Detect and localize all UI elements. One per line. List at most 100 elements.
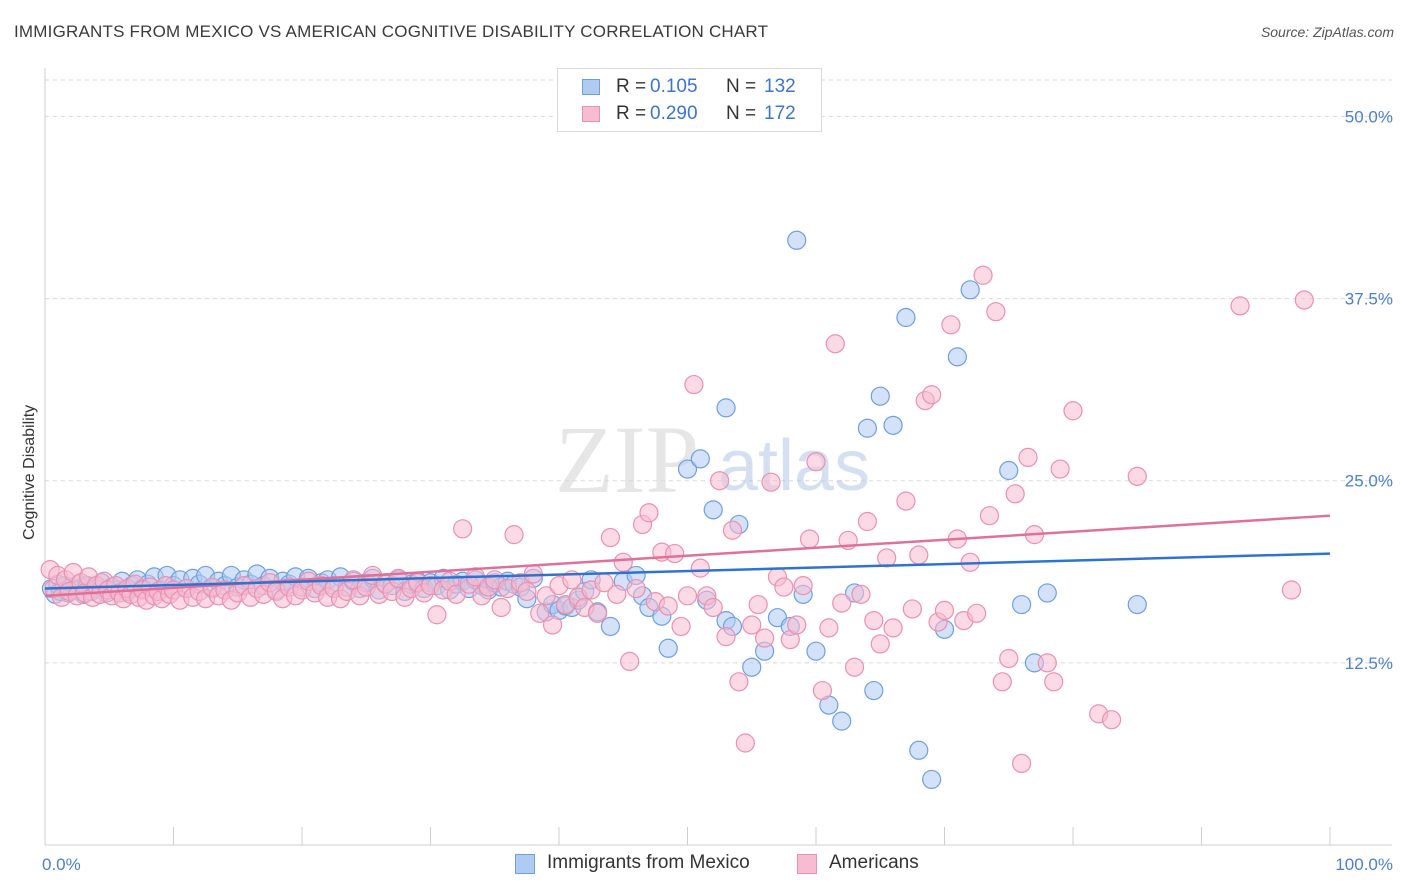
chart-title: IMMIGRANTS FROM MEXICO VS AMERICAN COGNI…: [14, 22, 769, 41]
data-point: [819, 618, 839, 638]
watermark-atlas: atlas: [718, 426, 870, 506]
data-point: [870, 634, 890, 654]
bottom-legend-label-mexico: Immigrants from Mexico: [547, 852, 750, 873]
data-point: [600, 527, 621, 548]
data-point: [1044, 672, 1064, 692]
data-point: [671, 616, 691, 637]
y-tick-label: 37.5%: [1345, 290, 1393, 309]
data-point: [703, 500, 723, 520]
data-point: [960, 280, 980, 300]
data-point: [864, 680, 884, 701]
data-point: [703, 597, 723, 618]
data-point: [742, 657, 762, 677]
data-point: [999, 460, 1019, 481]
y-tick-label: 25.0%: [1345, 472, 1393, 491]
data-point: [806, 641, 826, 661]
legend: R = 0.105 N = 132 R = 0.290 N = 172: [557, 68, 822, 132]
data-point: [877, 548, 897, 568]
legend-r-value: 0.105: [650, 76, 698, 97]
x-tick-label: 100.0%: [1335, 855, 1393, 874]
data-point: [729, 672, 749, 692]
data-point: [1018, 447, 1038, 467]
data-point: [1011, 594, 1032, 615]
data-point: [896, 307, 916, 328]
data-point: [1127, 466, 1147, 486]
data-point: [722, 520, 743, 540]
legend-swatch-pink: [582, 106, 600, 122]
data-point: [793, 576, 813, 596]
data-point: [665, 543, 685, 564]
data-point: [832, 711, 852, 731]
data-point: [934, 600, 955, 621]
data-point: [896, 491, 916, 511]
data-point: [530, 603, 550, 623]
data-point: [992, 672, 1012, 692]
data-point: [922, 769, 942, 790]
legend-n-label: N =: [726, 76, 757, 97]
data-point: [587, 603, 608, 623]
data-point: [883, 415, 903, 435]
data-point: [870, 386, 890, 406]
data-point: [453, 519, 473, 539]
data-point: [446, 584, 466, 604]
data-point: [658, 596, 678, 616]
data-point: [941, 315, 961, 335]
data-point: [986, 302, 1006, 322]
data-point: [742, 615, 762, 635]
data-point: [658, 638, 678, 658]
data-point: [967, 603, 987, 623]
data-point: [536, 586, 556, 606]
data-point: [716, 398, 736, 418]
data-point: [620, 651, 640, 672]
data-point: [677, 459, 698, 479]
x-tick-label: 0.0%: [42, 855, 81, 874]
data-point: [607, 584, 627, 604]
legend-n-value: 172: [764, 103, 796, 124]
data-point: [851, 584, 871, 604]
data-point: [774, 577, 794, 597]
data-point: [909, 545, 929, 565]
data-point: [947, 347, 967, 367]
data-point: [1230, 296, 1250, 316]
data-point: [806, 452, 826, 472]
data-point: [1050, 459, 1070, 479]
watermark-zip: ZIP: [555, 406, 699, 513]
data-point: [427, 605, 447, 625]
data-point: [812, 680, 833, 701]
data-point: [517, 581, 537, 602]
legend-swatch-blue: [582, 79, 600, 95]
series-americans: [40, 265, 1314, 774]
watermark: ZIP atlas: [555, 406, 870, 513]
data-point: [902, 599, 922, 619]
data-point: [857, 418, 878, 438]
tick-labels: 12.5% 25.0% 37.5% 50.0% 0.0% 100.0%: [42, 107, 1393, 874]
data-point: [787, 230, 807, 250]
chart-source: Source: ZipAtlas.com: [1260, 24, 1394, 40]
data-point: [1101, 710, 1122, 730]
data-point: [639, 503, 659, 523]
data-point: [716, 627, 736, 647]
bottom-legend-swatch-pink: [797, 854, 817, 874]
data-point: [1037, 653, 1057, 673]
bottom-legend-swatch-blue: [515, 854, 535, 874]
data-point: [825, 334, 845, 354]
data-point: [909, 740, 929, 760]
data-point: [1127, 594, 1147, 615]
data-point: [844, 657, 865, 677]
data-point: [491, 597, 511, 618]
data-point: [761, 472, 781, 492]
data-point: [1281, 580, 1302, 600]
data-point: [677, 586, 698, 606]
data-point: [626, 578, 646, 599]
data-point: [799, 529, 820, 549]
y-axis-label: Cognitive Disability: [21, 405, 38, 540]
data-point: [504, 525, 524, 545]
data-point: [832, 593, 852, 613]
data-point: [883, 618, 903, 638]
data-point: [684, 374, 704, 395]
data-point: [999, 648, 1019, 669]
data-point: [979, 506, 1000, 526]
data-point: [922, 385, 942, 405]
trend-line-mexico: [44, 552, 1331, 590]
